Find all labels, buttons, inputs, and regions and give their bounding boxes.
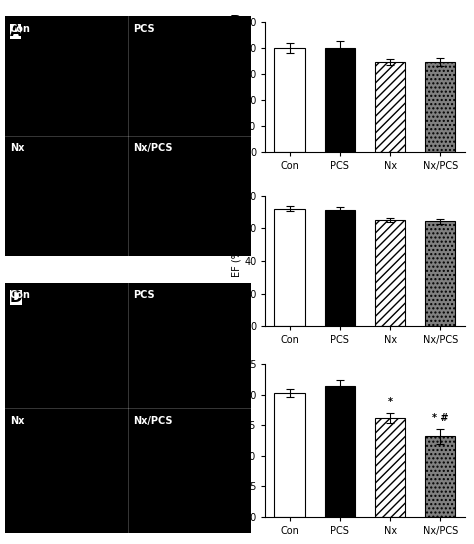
- Text: Nx/PCS: Nx/PCS: [133, 143, 173, 153]
- Text: B: B: [229, 15, 241, 30]
- Bar: [325, 386, 355, 517]
- Text: A: A: [9, 23, 21, 39]
- Text: Nx/PCS: Nx/PCS: [133, 416, 173, 425]
- Text: Nx: Nx: [9, 143, 24, 153]
- Text: D: D: [9, 290, 22, 305]
- Bar: [425, 62, 456, 152]
- Bar: [425, 221, 456, 326]
- Y-axis label: FS (%): FS (%): [231, 71, 241, 103]
- Bar: [325, 48, 355, 152]
- Bar: [375, 418, 405, 517]
- Text: Con: Con: [9, 23, 30, 34]
- Text: * #: * #: [432, 413, 448, 423]
- Bar: [274, 48, 305, 152]
- Y-axis label: E/A ratio: E/A ratio: [228, 420, 238, 461]
- Bar: [274, 393, 305, 517]
- Bar: [425, 436, 456, 517]
- Text: Nx: Nx: [9, 416, 24, 425]
- Text: PCS: PCS: [133, 290, 155, 300]
- Text: PCS: PCS: [133, 23, 155, 34]
- Bar: [325, 209, 355, 326]
- Text: E: E: [229, 357, 240, 372]
- Text: *: *: [388, 397, 392, 407]
- Text: Con: Con: [9, 290, 30, 300]
- Y-axis label: EF (%): EF (%): [231, 245, 241, 277]
- Bar: [274, 209, 305, 326]
- Bar: [375, 220, 405, 326]
- Bar: [375, 62, 405, 152]
- Text: C: C: [229, 189, 241, 205]
